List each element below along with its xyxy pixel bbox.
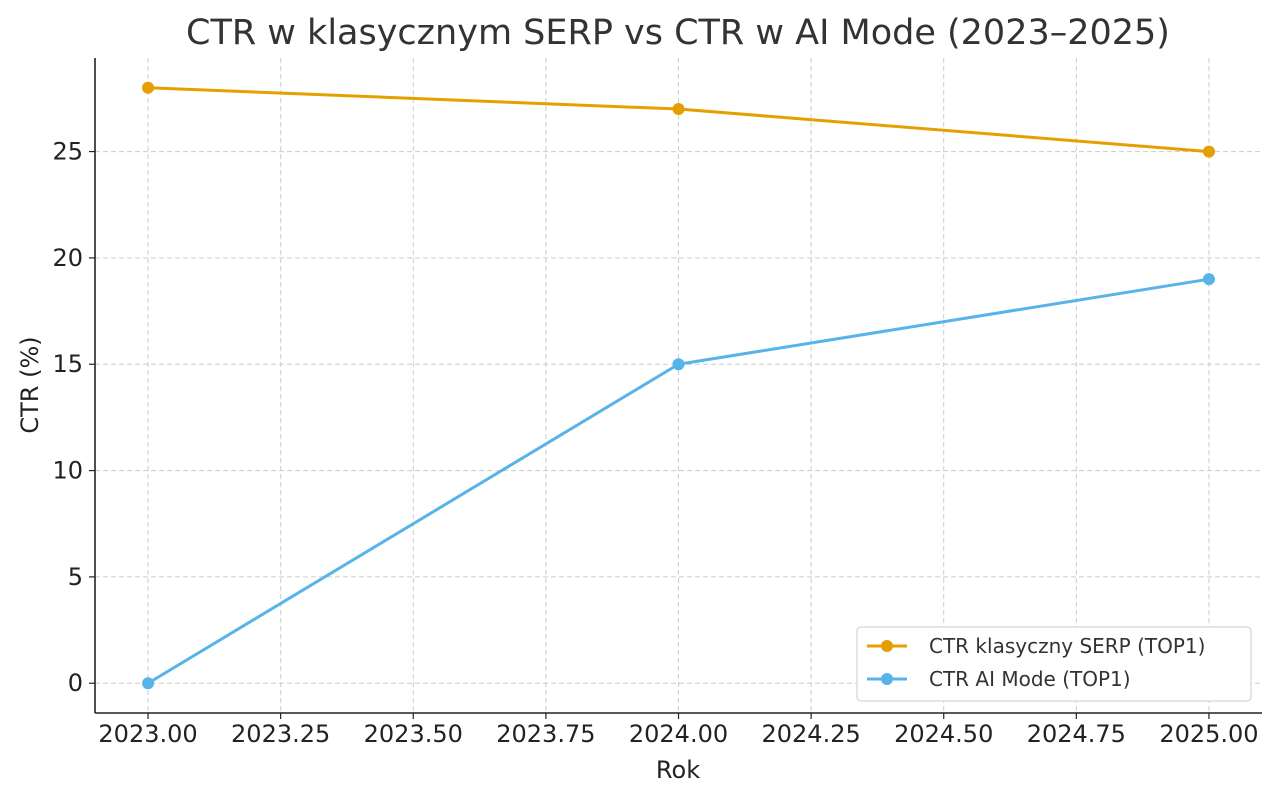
x-tick-label: 2023.75: [496, 720, 595, 748]
y-tick-label: 5: [68, 563, 83, 591]
x-tick-label: 2024.50: [894, 720, 993, 748]
y-axis-label: CTR (%): [16, 336, 44, 433]
x-tick-label: 2024.25: [761, 720, 860, 748]
data-series: [142, 81, 1215, 690]
y-tick-label: 10: [52, 457, 83, 485]
data-point: [142, 81, 155, 94]
y-tick-label: 20: [52, 244, 83, 272]
x-tick-label: 2023.00: [98, 720, 197, 748]
legend: CTR klasyczny SERP (TOP1) CTR AI Mode (TO…: [856, 626, 1252, 702]
x-tick-label: 2023.50: [364, 720, 463, 748]
legend-frame: [856, 626, 1252, 702]
data-point: [672, 103, 685, 116]
x-tick-label: 2023.25: [231, 720, 330, 748]
tick-labels: 2023.00 2023.25 2023.50 2023.75 2024.00 2024.…: [52, 138, 1258, 748]
x-tick-label: 2024.75: [1027, 720, 1126, 748]
legend-entry-label: CTR klasyczny SERP (TOP1): [929, 634, 1205, 658]
x-tick-label: 2025.00: [1159, 720, 1258, 748]
x-tick-label: 2024.00: [629, 720, 728, 748]
data-point: [1202, 273, 1215, 286]
data-point: [672, 358, 685, 371]
data-point: [1202, 145, 1215, 158]
x-axis-label: Rok: [656, 756, 700, 784]
legend-swatch-marker: [881, 640, 893, 652]
chart-title: CTR w klasycznym SERP vs CTR w AI Mode (…: [186, 13, 1170, 53]
data-point: [142, 677, 155, 690]
legend-swatch-marker: [881, 673, 893, 685]
grid-lines: [95, 58, 1262, 713]
y-tick-label: 25: [52, 138, 83, 166]
y-tick-label: 15: [52, 350, 83, 378]
legend-entry-label: CTR AI Mode (TOP1): [929, 667, 1131, 691]
y-tick-label: 0: [68, 669, 83, 697]
